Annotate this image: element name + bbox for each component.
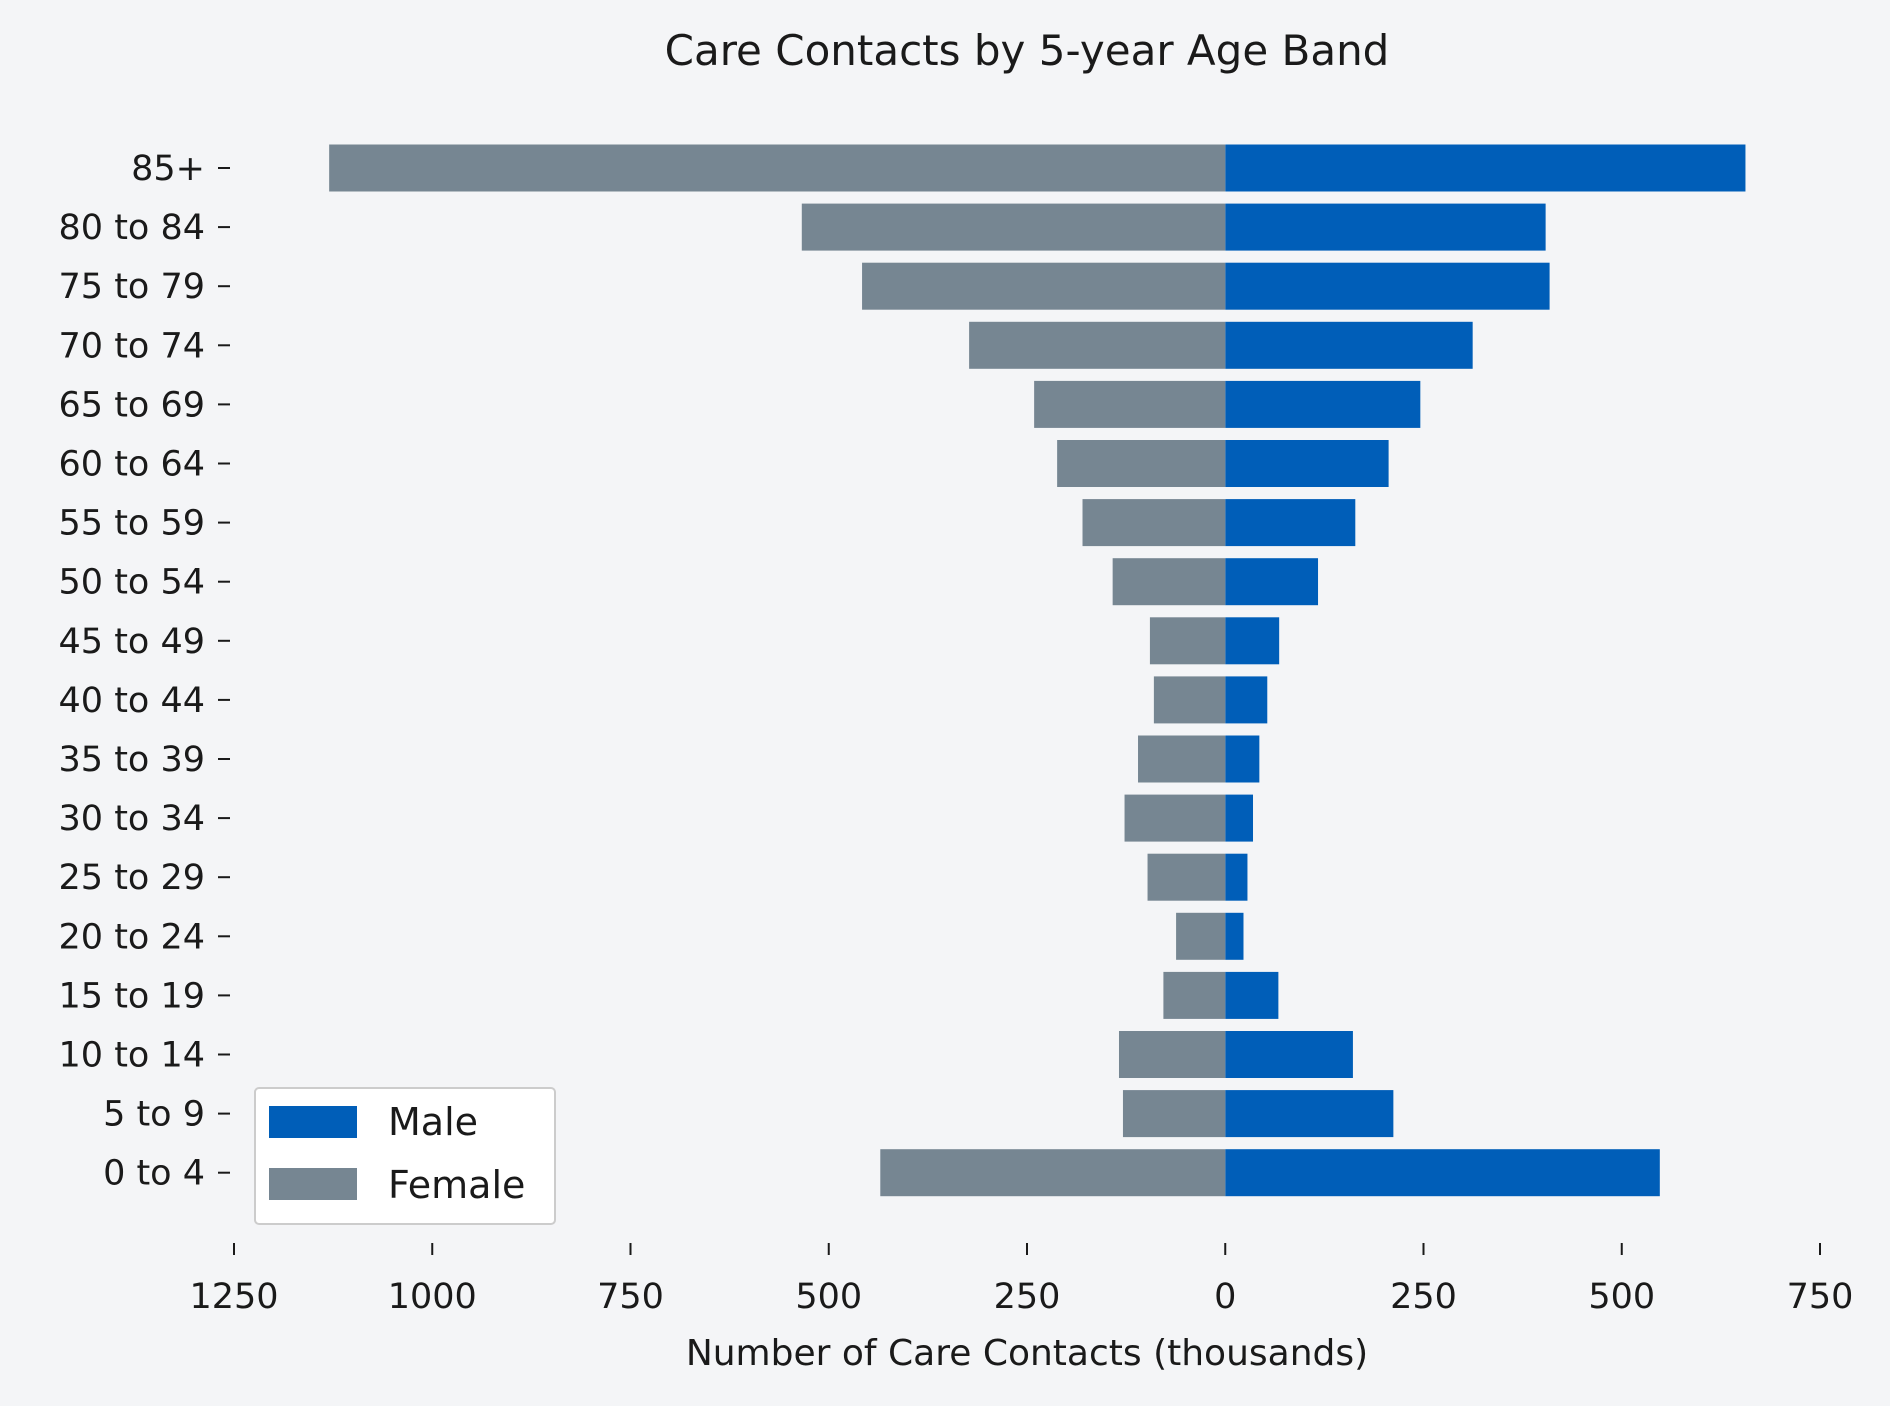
chart-title: Care Contacts by 5-year Age Band	[665, 26, 1390, 75]
y-tick-label: 80 to 84	[59, 208, 205, 248]
y-tick-label: 0 to 4	[103, 1154, 205, 1194]
y-tick-label: 20 to 24	[59, 917, 205, 957]
x-axis: 1250 1000 750 500 250 0 250 500 750	[189, 1243, 1853, 1317]
y-tick-label: 40 to 44	[59, 681, 205, 721]
legend-male-swatch	[269, 1106, 357, 1138]
y-tick-label: 25 to 29	[59, 858, 205, 898]
bar-male-3	[1225, 971, 1279, 1019]
bar-male-11	[1225, 499, 1356, 547]
bar-male-12	[1225, 440, 1389, 487]
bar-female-1	[1122, 1090, 1226, 1138]
bar-male-14	[1225, 321, 1473, 369]
bar-female-15	[862, 262, 1226, 310]
bar-female-4	[1176, 912, 1226, 960]
bar-female-8	[1153, 676, 1226, 724]
y-tick-label: 45 to 49	[59, 622, 205, 662]
bar-male-16	[1225, 203, 1546, 251]
legend-female-label: Female	[388, 1163, 525, 1207]
x-tick-label: 500	[795, 1277, 862, 1317]
y-tick-label: 5 to 9	[103, 1095, 205, 1135]
bar-female-10	[1112, 558, 1226, 606]
y-tick-label: 75 to 79	[59, 267, 205, 307]
y-tick-label: 65 to 69	[59, 385, 205, 425]
bar-female-6	[1124, 794, 1226, 842]
x-tick-label: 1250	[189, 1277, 278, 1317]
bar-male-8	[1225, 676, 1268, 724]
bar-male-0	[1225, 1149, 1660, 1197]
y-tick-label: 60 to 64	[59, 445, 205, 485]
x-tick-label: 750	[597, 1277, 664, 1317]
bar-male-5	[1225, 853, 1248, 901]
x-axis-label: Number of Care Contacts (thousands)	[686, 1333, 1368, 1374]
bar-female-0	[880, 1149, 1226, 1197]
y-tick-label: 55 to 59	[59, 504, 205, 544]
x-tick-label: 1000	[388, 1277, 477, 1317]
y-tick-label: 70 to 74	[59, 326, 205, 366]
y-tick-label: 30 to 34	[59, 799, 205, 839]
bar-female-12	[1057, 440, 1226, 487]
bar-male-10	[1225, 558, 1319, 606]
bar-female-3	[1163, 971, 1226, 1019]
y-tick-label: 35 to 39	[59, 740, 205, 780]
bar-male-2	[1225, 1031, 1353, 1078]
x-tick-label: 0	[1214, 1277, 1236, 1317]
bar-female-5	[1147, 853, 1226, 901]
bar-female-16	[801, 203, 1226, 251]
y-tick-label: 50 to 54	[59, 563, 205, 603]
bar-male-9	[1225, 617, 1280, 665]
bar-male-17	[1225, 144, 1746, 192]
x-tick-label: 750	[1787, 1277, 1854, 1317]
x-tick-label: 250	[994, 1277, 1061, 1317]
bars-layer	[329, 144, 1746, 1197]
legend-female-swatch	[269, 1168, 357, 1200]
y-tick-label: 85+	[131, 149, 205, 189]
y-axis: 0 to 4 5 to 9 10 to 14 15 to 19 20 to 24 25 t…	[59, 149, 230, 1194]
legend: Male Female	[254, 1087, 556, 1225]
bar-male-15	[1225, 262, 1550, 310]
bar-male-6	[1225, 794, 1254, 842]
bar-female-17	[329, 144, 1226, 192]
bar-male-1	[1225, 1090, 1394, 1138]
y-tick-label: 15 to 19	[59, 976, 205, 1016]
bar-female-13	[1034, 380, 1226, 428]
x-tick-label: 500	[1588, 1277, 1655, 1317]
x-tick-label: 250	[1390, 1277, 1457, 1317]
bar-female-2	[1118, 1031, 1226, 1078]
bar-female-11	[1082, 499, 1226, 547]
bar-female-7	[1138, 735, 1226, 783]
legend-male-label: Male	[388, 1100, 478, 1144]
bar-male-4	[1225, 912, 1244, 960]
y-tick-label: 10 to 14	[59, 1036, 205, 1076]
bar-female-9	[1149, 617, 1226, 665]
bar-male-13	[1225, 380, 1421, 428]
bar-female-14	[969, 321, 1226, 369]
bar-male-7	[1225, 735, 1260, 783]
